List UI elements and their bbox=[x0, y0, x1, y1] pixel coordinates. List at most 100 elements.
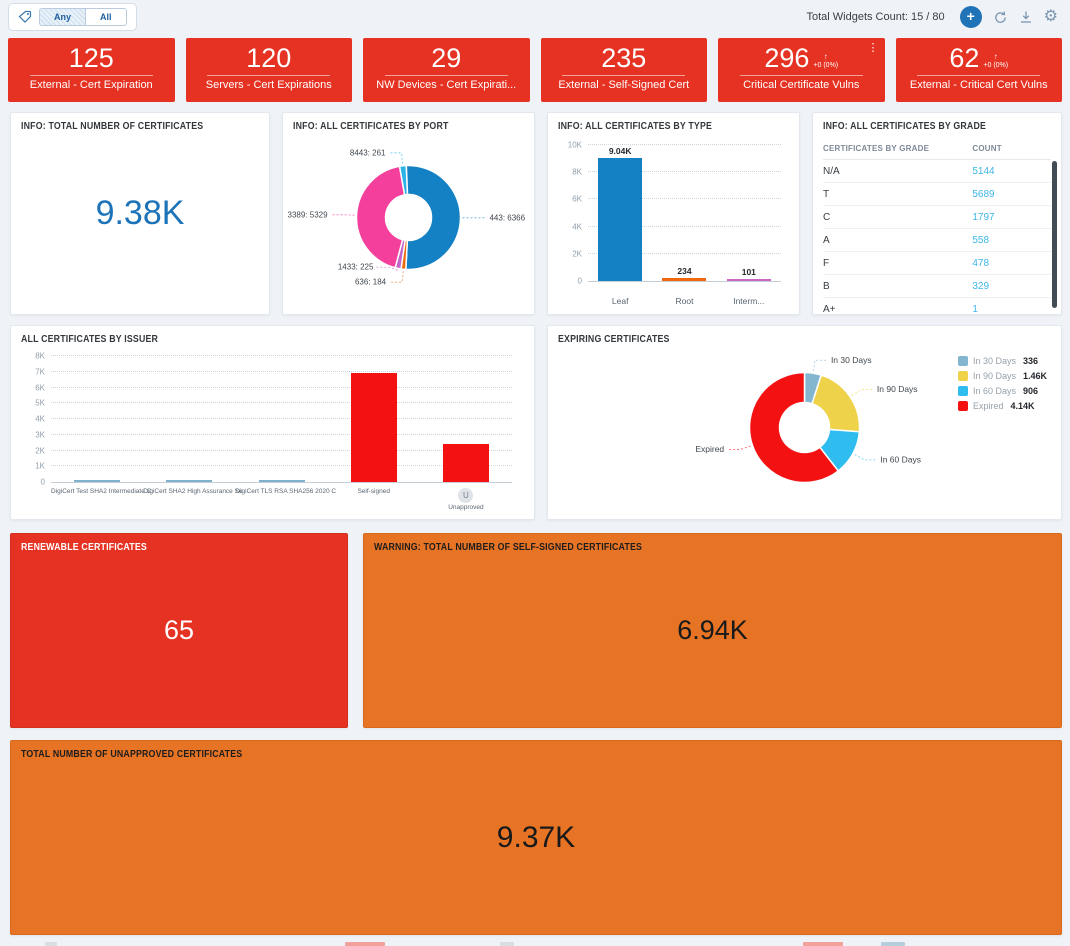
filter-any-button[interactable]: Any bbox=[40, 9, 87, 25]
bar-Interm...[interactable] bbox=[726, 279, 771, 281]
widget-renewable-certificates[interactable]: RENEWABLE CERTIFICATES 65 bbox=[10, 533, 348, 728]
grade-count-link[interactable]: 329 bbox=[972, 280, 990, 292]
gridline bbox=[588, 252, 781, 254]
bar-Unapproved[interactable] bbox=[442, 444, 489, 482]
donut-segment-443[interactable] bbox=[405, 164, 462, 271]
bar-Leaf[interactable] bbox=[598, 158, 643, 281]
widget-total-certificates: INFO: TOTAL NUMBER OF CERTIFICATES 9.38K bbox=[10, 112, 270, 315]
y-tick-label: 6K bbox=[572, 194, 582, 204]
trend-up-icon: ↑ bbox=[823, 52, 828, 62]
gridline bbox=[51, 449, 512, 451]
callout-line bbox=[812, 359, 828, 372]
donut-segment-Expired[interactable] bbox=[748, 371, 839, 484]
gridline bbox=[51, 402, 512, 404]
y-tick-label: 7K bbox=[35, 367, 45, 377]
grade-table-row: C 1797 bbox=[823, 206, 1051, 229]
widget-self-signed-certificates[interactable]: WARNING: TOTAL NUMBER OF SELF-SIGNED CER… bbox=[363, 533, 1062, 728]
bar-DigiCert TLS RSA SHA256 2020 C[interactable] bbox=[258, 479, 305, 482]
metric-value: 120 bbox=[246, 43, 292, 73]
bar-value-label: 9.04K bbox=[608, 146, 632, 157]
bar-DigiCert SHA2 High Assurance Se[interactable] bbox=[166, 479, 213, 482]
metric-label: Critical Certificate Vulns bbox=[743, 79, 860, 92]
grade-label: B bbox=[823, 280, 830, 292]
total-certificates-value[interactable]: 9.38K bbox=[95, 194, 185, 232]
clipped-widget-sliver bbox=[345, 942, 385, 946]
metric-card-external-critical-cert-vulns[interactable]: 62 ↑ +0 (0%) External - Critical Cert Vu… bbox=[895, 38, 1062, 102]
grade-count-link[interactable]: 5689 bbox=[972, 188, 995, 200]
legend-item[interactable]: Expired 4.14K bbox=[957, 401, 1047, 411]
legend-label: In 30 Days bbox=[972, 356, 1016, 366]
grade-label: F bbox=[823, 257, 830, 269]
y-tick-label: 1K bbox=[35, 461, 45, 471]
widget-title: TOTAL NUMBER OF UNAPPROVED CERTIFICATES bbox=[21, 749, 243, 760]
donut-segment-In 90 Days[interactable] bbox=[811, 374, 861, 433]
clipped-widget-sliver bbox=[45, 942, 57, 946]
y-tick-label: 0 bbox=[577, 276, 582, 286]
grade-table-row: F 478 bbox=[823, 252, 1051, 275]
metric-value: 235 bbox=[601, 43, 647, 73]
metric-value: 62 bbox=[949, 43, 980, 73]
metric-card-external-self-signed-cert[interactable]: 235 External - Self-Signed Cert bbox=[540, 38, 707, 102]
metric-card-external-cert-expiration[interactable]: 125 External - Cert Expiration bbox=[8, 38, 175, 102]
bar-DigiCert Test SHA2 Intermediate C[interactable] bbox=[74, 479, 121, 482]
divider bbox=[29, 75, 153, 77]
callout-line bbox=[388, 152, 404, 164]
grade-label: A+ bbox=[823, 303, 836, 315]
download-icon[interactable] bbox=[1019, 10, 1033, 24]
widget-unapproved-certificates[interactable]: TOTAL NUMBER OF UNAPPROVED CERTIFICATES … bbox=[10, 740, 1062, 935]
grade-column-header: CERTIFICATES BY GRADE bbox=[823, 144, 930, 153]
x-category-label: Unapproved bbox=[448, 504, 484, 511]
grade-count-link[interactable]: 478 bbox=[972, 257, 990, 269]
legend-item[interactable]: In 90 Days 1.46K bbox=[957, 371, 1047, 381]
grade-count-link[interactable]: 1 bbox=[972, 303, 978, 315]
callout-label: 443: 6366 bbox=[489, 213, 525, 222]
grade-count-link[interactable]: 1797 bbox=[972, 211, 995, 223]
metric-card-servers-cert-expirations[interactable]: 120 Servers - Cert Expirations bbox=[185, 38, 352, 102]
trend-text: +0 (0%) bbox=[813, 62, 839, 70]
callout-label: Expired bbox=[695, 444, 724, 454]
divider bbox=[917, 75, 1041, 77]
metric-card-critical-certificate-vulns[interactable]: ⋮ 296 ↑ +0 (0%) Critical Certificate Vul… bbox=[718, 38, 885, 102]
certificates-by-port-donut-chart[interactable]: 8443: 261 443: 6366 636: 184 1433: 225 3389:… bbox=[283, 137, 534, 306]
y-tick-label: 3K bbox=[35, 430, 45, 440]
legend-label: In 60 Days bbox=[972, 386, 1016, 396]
certificates-by-type-bar-chart[interactable]: 0 2K 4K 6K 8K 10K 9.04K 234 101 Leaf Root Interm... bbox=[556, 137, 791, 308]
add-widget-button[interactable]: + bbox=[959, 6, 982, 28]
gridline bbox=[588, 198, 781, 200]
clipped-widget-sliver bbox=[803, 942, 843, 946]
bar-value-label: 234 bbox=[677, 265, 692, 276]
expiring-certificates-donut-chart[interactable]: In 30 Days In 90 Days In 60 Days Expired bbox=[548, 352, 1061, 519]
metric-label: External - Critical Cert Vulns bbox=[909, 79, 1048, 92]
overflow-menu-icon[interactable]: ⋮ bbox=[867, 42, 879, 54]
x-category-label: DigiCert TLS RSA SHA256 2020 C bbox=[235, 488, 337, 495]
legend-label: Expired bbox=[972, 401, 1004, 411]
widget-certificates-by-port: INFO: ALL CERTIFICATES BY PORT 8443: 261… bbox=[282, 112, 535, 315]
callout-line bbox=[376, 266, 398, 271]
filter-all-button[interactable]: All bbox=[86, 9, 126, 25]
legend-item[interactable]: In 30 Days 336 bbox=[957, 356, 1047, 366]
bar-Root[interactable] bbox=[662, 277, 707, 281]
donut-segment-3389[interactable] bbox=[355, 165, 406, 269]
legend-swatch bbox=[957, 386, 968, 396]
grade-count-link[interactable]: 558 bbox=[972, 234, 990, 246]
gridline bbox=[51, 386, 512, 388]
grade-label: C bbox=[823, 211, 831, 223]
callout-line bbox=[854, 454, 878, 461]
legend-item[interactable]: In 60 Days 906 bbox=[957, 386, 1047, 396]
gear-icon[interactable]: ⚙ bbox=[1043, 8, 1058, 25]
x-category-label: Root bbox=[675, 296, 694, 306]
certificates-by-issuer-bar-chart[interactable]: 0 1K 2K 3K 4K 5K 6K 7K 8K DigiCert Test SHA2 Inte… bbox=[19, 350, 522, 513]
refresh-icon[interactable] bbox=[993, 10, 1008, 25]
widget-title: RENEWABLE CERTIFICATES bbox=[21, 542, 147, 553]
table-scrollbar[interactable] bbox=[1052, 161, 1057, 308]
grade-count-link[interactable]: 5144 bbox=[972, 165, 995, 177]
x-category-label: DigiCert SHA2 High Assurance Se bbox=[143, 488, 243, 495]
widgets-count-label: Total Widgets Count: 15 / 80 bbox=[806, 11, 945, 23]
metric-card-nw-devices-cert-expiration[interactable]: 29 NW Devices - Cert Expirati... bbox=[363, 38, 530, 102]
bar-Self-signed[interactable] bbox=[350, 373, 397, 482]
y-tick-label: 2K bbox=[35, 446, 45, 455]
widget-title: ALL CERTIFICATES BY ISSUER bbox=[21, 334, 159, 345]
widget-title: WARNING: TOTAL NUMBER OF SELF-SIGNED CER… bbox=[374, 542, 643, 553]
legend-value: 4.14K bbox=[1010, 401, 1035, 411]
callout-label: 636: 184 bbox=[355, 278, 387, 287]
